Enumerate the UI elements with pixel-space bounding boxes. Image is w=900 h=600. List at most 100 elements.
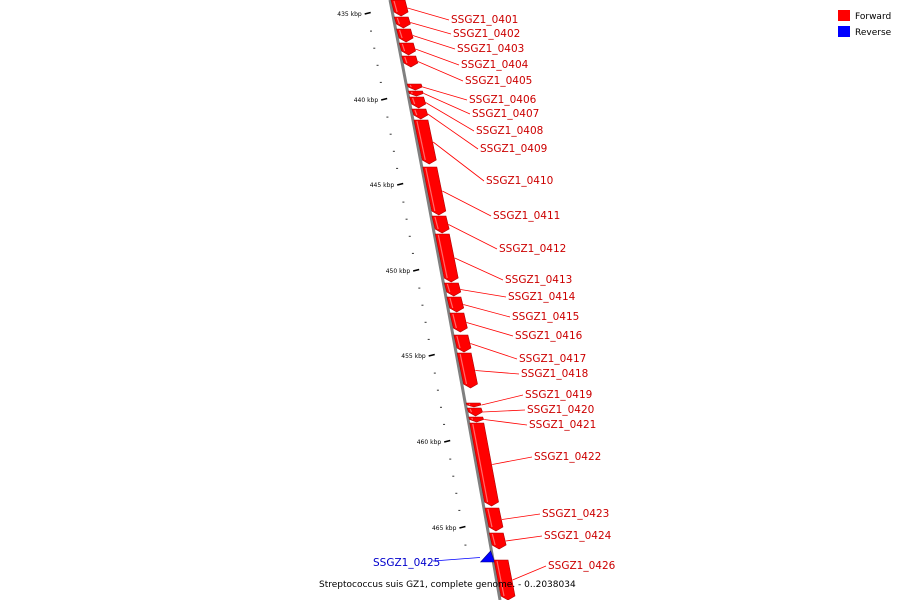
genome-title: Streptococcus suis GZ1, complete genome.…	[319, 580, 576, 590]
gene-label-SSGZ1_0420[interactable]: SSGZ1_0420	[527, 404, 594, 416]
gene-label-SSGZ1_0421[interactable]: SSGZ1_0421	[529, 419, 596, 431]
gene-highlight	[410, 91, 413, 94]
gene-leader-line	[481, 394, 524, 406]
gene-label-SSGZ1_0424[interactable]: SSGZ1_0424	[544, 530, 612, 542]
gene-highlight	[434, 216, 439, 230]
gene-leader-line	[432, 141, 485, 182]
gene-label-SSGZ1_0417[interactable]: SSGZ1_0417	[519, 353, 586, 365]
gene-label-SSGZ1_0403[interactable]: SSGZ1_0403	[457, 43, 524, 55]
gene-label-SSGZ1_0422[interactable]: SSGZ1_0422	[534, 451, 601, 463]
scale-tick	[428, 353, 435, 357]
gene-leader-line	[484, 419, 528, 426]
gene-leader-line	[501, 513, 541, 520]
gene-leader-line	[407, 7, 450, 21]
legend-label-reverse: Reverse	[855, 28, 892, 38]
legend-swatch-reverse	[838, 26, 850, 37]
gene-leader-line	[442, 190, 492, 217]
legend: Forward Reverse	[838, 10, 892, 38]
gene-arrow-SSGZ1_0407[interactable]	[408, 90, 424, 97]
gene-label-SSGZ1_0423[interactable]: SSGZ1_0423	[542, 508, 609, 520]
gene-arrow-SSGZ1_0409[interactable]	[411, 108, 429, 120]
scale-tick	[364, 11, 371, 15]
scale-tick	[412, 268, 420, 272]
gene-leader-line	[412, 35, 456, 50]
gene-leader-line	[463, 304, 511, 318]
scale-tick-label: 440 kbp	[354, 97, 379, 104]
gene-highlight	[487, 508, 493, 528]
gene-leader-line	[460, 289, 507, 298]
gene-leader-line	[482, 409, 526, 413]
gene-leader-line	[432, 557, 481, 562]
gene-labels: SSGZ1_0401 SSGZ1_0402 SSGZ1_0403 SSGZ1_0404…	[373, 7, 616, 581]
gene-highlight	[472, 423, 489, 503]
gene-highlight	[496, 560, 505, 597]
gene-leader-line	[475, 370, 520, 375]
gene-highlight	[452, 313, 457, 329]
scale-tick	[444, 439, 451, 443]
gene-label-SSGZ1_0425[interactable]: SSGZ1_0425	[373, 557, 440, 569]
gene-highlight	[456, 335, 461, 349]
gene-label-SSGZ1_0416[interactable]: SSGZ1_0416	[515, 330, 583, 342]
gene-leader-line	[427, 113, 479, 150]
gene-label-SSGZ1_0408[interactable]: SSGZ1_0408	[476, 125, 543, 137]
gene-highlight	[414, 109, 418, 116]
gene-arrow-SSGZ1_0408[interactable]	[409, 96, 427, 109]
scale-tick	[380, 97, 388, 101]
gene-highlight	[459, 353, 468, 385]
gene-leader-line	[512, 565, 547, 581]
gene-label-SSGZ1_0415[interactable]: SSGZ1_0415	[512, 311, 579, 323]
gene-label-SSGZ1_0414[interactable]: SSGZ1_0414	[508, 291, 576, 303]
gene-highlight	[393, 0, 398, 13]
gene-arrow-SSGZ1_0420[interactable]	[466, 407, 483, 417]
gene-highlight	[401, 43, 406, 52]
gene-highlight	[449, 297, 454, 309]
scale-ticks: 435 kbp 440 kbp 445 kbp 450 kbp 455 kbp 460 k…	[337, 11, 467, 546]
gene-highlight	[416, 120, 426, 161]
gene-leader-line	[410, 22, 452, 35]
gene-leader-line	[423, 93, 471, 115]
gene-arrow-SSGZ1_0421[interactable]	[468, 416, 485, 423]
gene-highlight	[469, 408, 473, 413]
gene-features	[390, 0, 516, 600]
gene-arrow-SSGZ1_0425[interactable]	[479, 550, 496, 563]
gene-label-SSGZ1_0419[interactable]: SSGZ1_0419	[525, 389, 592, 401]
gene-arrow-SSGZ1_0405[interactable]	[401, 55, 419, 68]
gene-label-SSGZ1_0404[interactable]: SSGZ1_0404	[461, 59, 529, 71]
gene-arrow-SSGZ1_0402[interactable]	[393, 16, 411, 29]
gene-highlight	[437, 234, 448, 279]
gene-arrow-SSGZ1_0419[interactable]	[465, 402, 482, 408]
gene-highlight	[425, 167, 436, 212]
gene-label-SSGZ1_0426[interactable]: SSGZ1_0426	[548, 560, 616, 572]
gene-highlight	[471, 417, 474, 420]
legend-label-forward: Forward	[855, 12, 891, 22]
gene-label-SSGZ1_0407[interactable]: SSGZ1_0407	[472, 108, 539, 120]
gene-label-SSGZ1_0401[interactable]: SSGZ1_0401	[451, 14, 518, 26]
gene-highlight	[491, 533, 496, 546]
scale-tick	[459, 525, 466, 529]
gene-leader-line	[417, 61, 464, 82]
gene-label-SSGZ1_0406[interactable]: SSGZ1_0406	[469, 94, 537, 106]
gene-arrow-SSGZ1_0406[interactable]	[406, 83, 423, 91]
gene-highlight	[396, 17, 400, 25]
scale-tick-label: 435 kbp	[337, 11, 362, 18]
gene-leader-line	[470, 343, 518, 360]
gene-label-SSGZ1_0410[interactable]: SSGZ1_0410	[486, 175, 553, 187]
gene-highlight	[409, 84, 412, 88]
gene-leader-line	[425, 102, 475, 132]
gene-leader-line	[415, 48, 460, 66]
genome-backbone	[388, 0, 502, 600]
gene-label-SSGZ1_0411[interactable]: SSGZ1_0411	[493, 210, 560, 222]
gene-label-SSGZ1_0418[interactable]: SSGZ1_0418	[521, 368, 588, 380]
gene-label-SSGZ1_0413[interactable]: SSGZ1_0413	[505, 274, 572, 286]
gene-label-SSGZ1_0409[interactable]: SSGZ1_0409	[480, 143, 547, 155]
gene-label-SSGZ1_0405[interactable]: SSGZ1_0405	[465, 75, 532, 87]
gene-leader-line	[505, 535, 543, 542]
scale-tick-label: 460 kbp	[417, 439, 442, 446]
gene-label-SSGZ1_0412[interactable]: SSGZ1_0412	[499, 243, 566, 255]
scale-tick-label: 455 kbp	[401, 353, 426, 360]
gene-highlight	[446, 283, 451, 293]
scale-tick-label: 465 kbp	[432, 525, 457, 532]
legend-swatch-forward	[838, 10, 850, 21]
gene-label-SSGZ1_0402[interactable]: SSGZ1_0402	[453, 28, 520, 40]
